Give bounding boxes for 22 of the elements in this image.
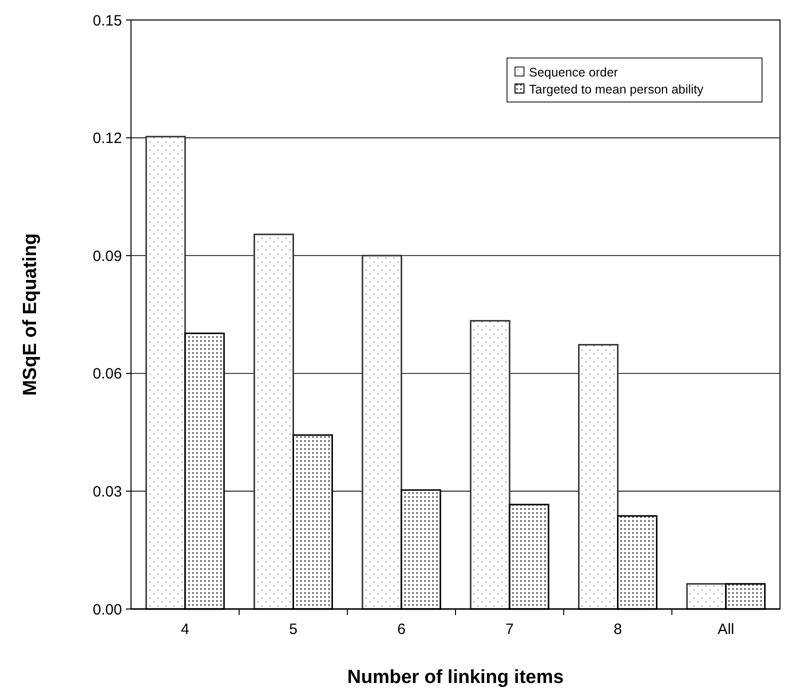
x-tick-label: 5 [289,621,298,638]
x-tick-label: 4 [180,621,190,638]
bar [145,136,186,610]
x-tick-label: All [718,621,734,638]
x-tick-label: 6 [397,621,406,638]
y-axis-title: MSqE of Equating [20,233,41,396]
bar [470,320,510,610]
legend-label: Sequence order [529,65,618,80]
bar [578,344,618,610]
y-tick-label: 0.03 [92,483,122,500]
bar [254,234,294,610]
x-axis-title: Number of linking items [347,667,564,688]
y-tick-label: 0.06 [92,366,122,383]
legend-label: Targeted to mean person ability [529,82,704,96]
y-tick-label: 0.12 [92,130,122,148]
bar [686,583,727,610]
x-tick-label: 8 [614,621,622,638]
x-tick-label: 7 [505,621,514,638]
y-tick-label: 0.00 [92,601,122,618]
bar [362,254,402,610]
y-tick-label: 0.09 [92,248,122,265]
y-tick-label: 0.15 [92,12,122,30]
